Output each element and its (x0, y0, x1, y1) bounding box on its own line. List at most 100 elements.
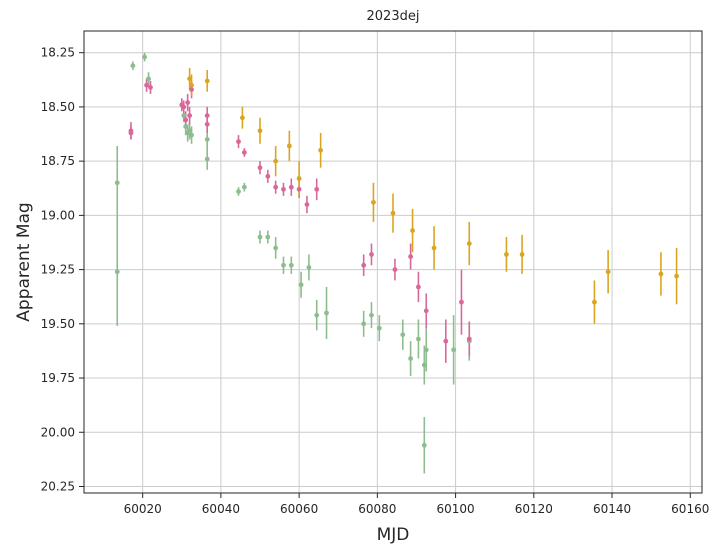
y-tick-label: 19.25 (41, 263, 75, 277)
data-point (296, 176, 302, 181)
data-point (189, 82, 194, 88)
data-point (674, 273, 679, 279)
data-point (451, 347, 457, 353)
y-axis-ticks: 18.25 18.50 18.75 19.00 19.25 19.50 19.75 20.00… (41, 46, 84, 493)
data-point (128, 130, 134, 136)
data-point (241, 184, 247, 190)
y-tick-label: 19.50 (41, 317, 75, 331)
data-point (408, 254, 414, 259)
data-point (236, 139, 241, 145)
data-point (189, 87, 194, 92)
data-point (423, 347, 429, 353)
y-tick-label: 18.50 (41, 100, 75, 114)
data-point (146, 76, 151, 82)
x-tick-label: 60140 (593, 502, 631, 516)
data-point (265, 234, 271, 240)
x-tick-label: 60120 (515, 502, 553, 516)
data-point (142, 54, 148, 60)
data-point (204, 121, 210, 127)
data-point (306, 265, 312, 270)
data-point (288, 262, 294, 268)
data-point (273, 245, 279, 251)
data-point (114, 269, 120, 275)
data-point (658, 271, 664, 277)
x-tick-label: 60020 (124, 502, 162, 516)
chart-title: 2023dej (367, 9, 420, 24)
axes-frame (83, 30, 703, 494)
data-point (181, 104, 187, 110)
data-point (519, 252, 525, 257)
data-point (318, 147, 324, 153)
data-point (273, 158, 279, 164)
data-point (369, 252, 374, 257)
y-axis-title: Apparent Mag (14, 202, 34, 321)
data-point (187, 128, 193, 134)
data-point (376, 325, 382, 331)
data-point (187, 76, 193, 82)
y-tick-label: 18.75 (41, 154, 75, 168)
data-point (185, 100, 191, 105)
data-point (459, 299, 464, 305)
data-point (324, 310, 329, 316)
data-point (592, 299, 597, 305)
data-point (466, 336, 472, 342)
data-point (204, 137, 210, 142)
y-tick-label: 19.00 (41, 208, 75, 222)
data-point (114, 180, 120, 186)
x-tick-label: 60040 (202, 502, 240, 516)
data-point (240, 115, 245, 121)
data-points (114, 54, 679, 448)
data-point (281, 186, 286, 192)
data-point (257, 234, 263, 240)
x-axis-ticks: 60020 60040 60060 60080 60100 60120 60140 60160 (124, 493, 709, 516)
data-point (130, 63, 136, 69)
data-point (466, 241, 472, 246)
data-point (183, 117, 189, 123)
data-point (314, 312, 320, 318)
data-point (204, 156, 210, 162)
x-axis-title: MJD (377, 525, 410, 545)
data-point (361, 262, 367, 268)
x-tick-label: 60080 (358, 502, 396, 516)
y-tick-label: 19.75 (41, 371, 75, 385)
data-point (371, 199, 376, 205)
x-tick-label: 60160 (671, 502, 709, 516)
x-tick-label: 60060 (280, 502, 318, 516)
data-point (204, 78, 210, 84)
data-point (236, 189, 241, 194)
data-point (416, 284, 421, 290)
data-point (400, 332, 406, 338)
data-point (361, 321, 367, 327)
data-point (265, 173, 271, 179)
data-point (504, 252, 509, 257)
data-point (431, 245, 437, 251)
data-point (421, 442, 427, 448)
data-point (281, 262, 286, 268)
x-tick-label: 60100 (436, 502, 474, 516)
data-point (416, 336, 421, 342)
data-point (390, 210, 396, 216)
data-point (273, 184, 279, 190)
data-point (181, 113, 187, 118)
data-point (421, 362, 427, 368)
data-point (410, 228, 415, 233)
data-point (187, 113, 193, 118)
data-point (204, 113, 210, 118)
data-point (148, 84, 153, 90)
data-point (605, 269, 611, 275)
data-point (314, 186, 320, 192)
y-tick-label: 18.25 (41, 46, 75, 60)
data-point (288, 184, 294, 190)
data-point (183, 124, 189, 129)
data-point (257, 165, 263, 171)
data-point (296, 186, 302, 192)
data-point (298, 282, 304, 288)
data-point (286, 143, 292, 149)
y-tick-label: 20.25 (41, 479, 75, 493)
data-point (423, 308, 429, 314)
data-point (369, 312, 374, 318)
data-point (443, 338, 449, 344)
y-tick-label: 20.00 (41, 425, 75, 439)
